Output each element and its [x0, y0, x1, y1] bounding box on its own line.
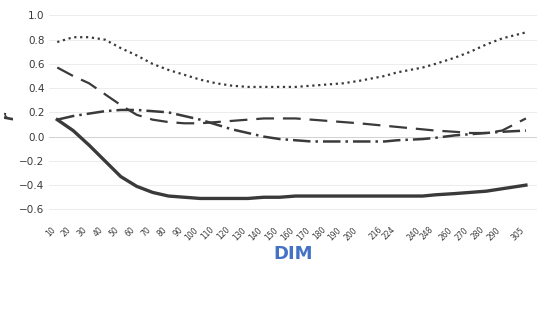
Y-axis label: r: r: [2, 113, 16, 120]
X-axis label: DIM: DIM: [273, 245, 313, 263]
